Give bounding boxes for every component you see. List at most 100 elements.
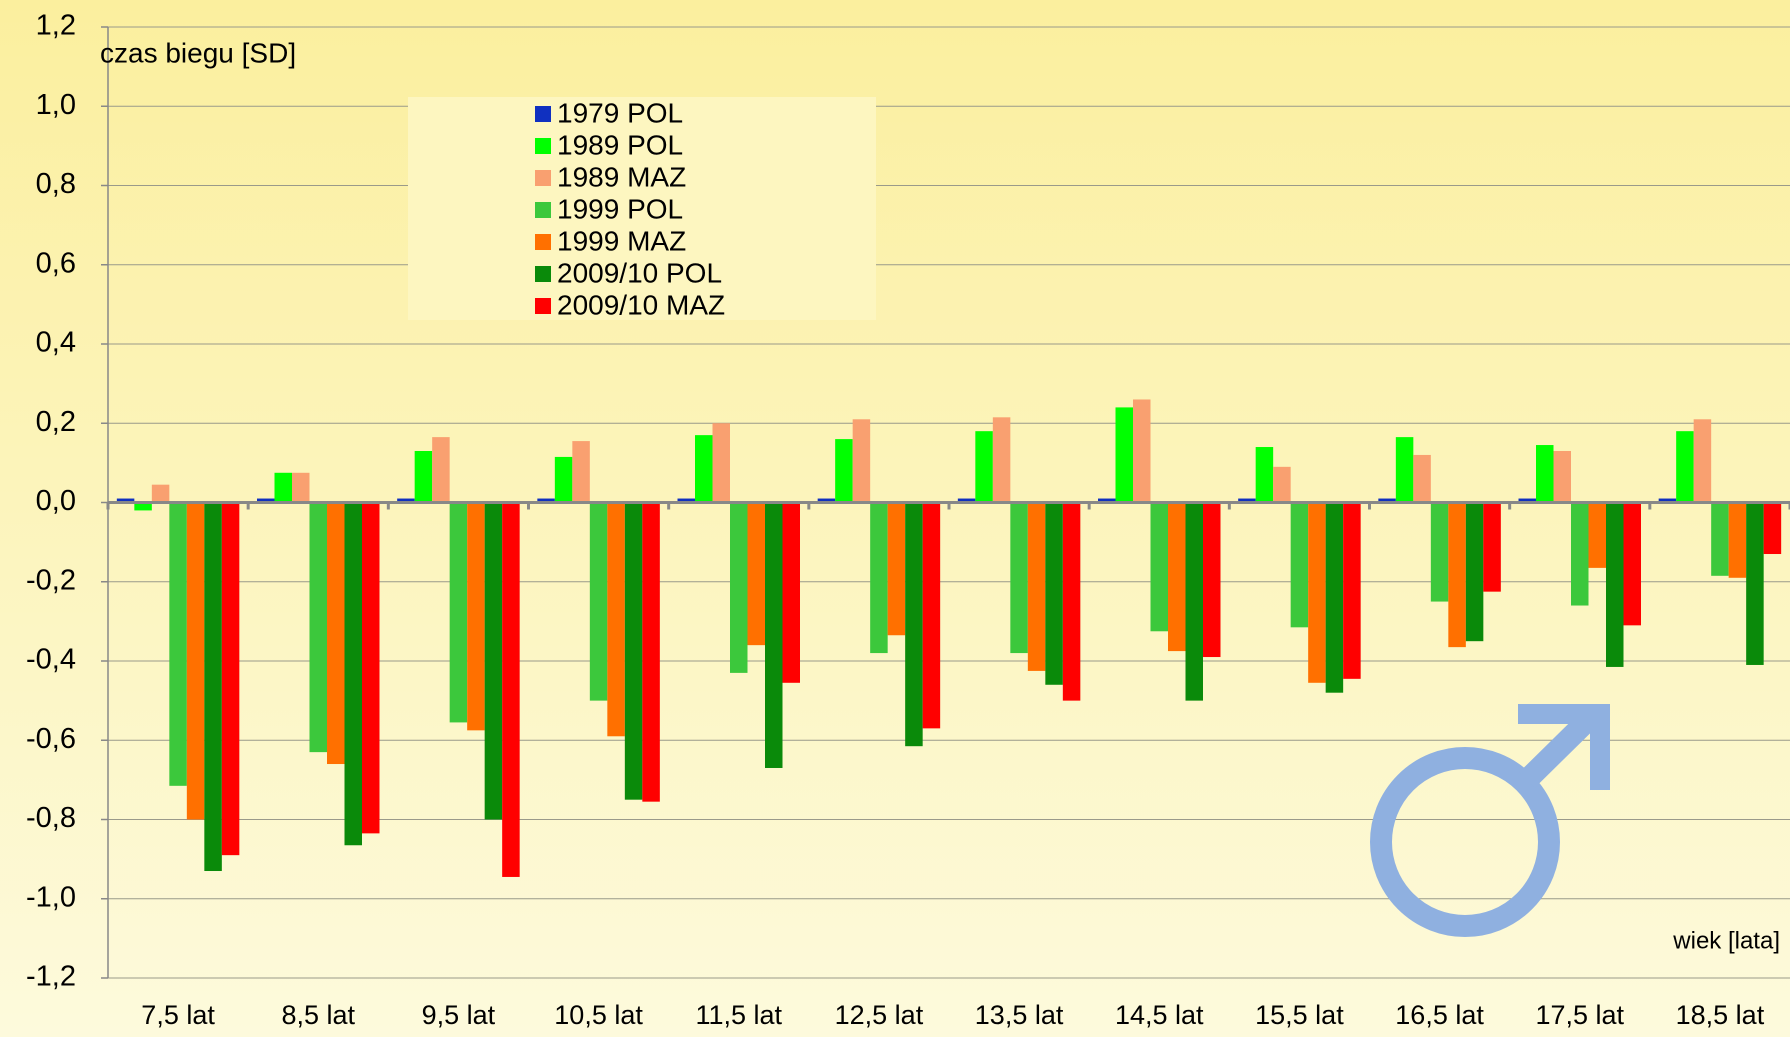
y-tick-label: 1,0 (36, 89, 76, 121)
x-tick-label: 8,5 lat (281, 1000, 355, 1030)
bar (467, 502, 485, 731)
bar (1658, 498, 1677, 503)
y-tick-label: -0,4 (26, 644, 76, 676)
y-tick-label: -1,2 (26, 961, 76, 993)
bar (1343, 502, 1361, 679)
bar (835, 439, 853, 503)
legend-label: 1989 POL (557, 129, 683, 160)
y-tick-label: 0,2 (36, 406, 76, 438)
bar (554, 456, 573, 503)
bar (1448, 502, 1466, 648)
legend-label: 1979 POL (557, 97, 683, 128)
bar (1746, 502, 1764, 665)
legend-label: 2009/10 MAZ (557, 289, 725, 320)
bar (1098, 498, 1116, 503)
bar (257, 498, 275, 503)
bar (1045, 502, 1063, 685)
bar (134, 502, 152, 511)
bars (116, 399, 1782, 877)
legend-swatch (535, 298, 551, 314)
bar (765, 502, 783, 768)
bar (905, 502, 923, 747)
bar (1115, 407, 1133, 503)
bar (1185, 502, 1203, 701)
bar (1027, 502, 1046, 671)
x-tick-label: 9,5 lat (422, 1000, 496, 1030)
bar (537, 498, 555, 503)
bar (1010, 502, 1028, 654)
bar (1553, 450, 1571, 503)
legend-label: 1999 POL (557, 193, 683, 224)
y-axis-label: czas biegu [SD] (100, 37, 296, 68)
bar (957, 498, 976, 503)
bar (922, 502, 941, 729)
bar (414, 450, 433, 503)
bar (1711, 502, 1729, 576)
y-tick-label: -0,6 (26, 723, 76, 755)
bar (677, 498, 695, 503)
x-tick-label: 14,5 lat (1115, 1000, 1204, 1030)
x-tick-label: 10,5 lat (554, 1000, 643, 1030)
bar (151, 484, 170, 503)
bar (1413, 454, 1431, 503)
bar (502, 502, 520, 877)
bar (1430, 502, 1449, 602)
bar (484, 502, 503, 820)
bar (449, 502, 468, 723)
bar (1395, 437, 1414, 503)
bar (204, 502, 222, 872)
legend-swatch (535, 106, 551, 122)
bar (1465, 502, 1484, 642)
bar (624, 502, 643, 800)
bar (695, 435, 713, 503)
bar (186, 502, 205, 820)
y-tick-label: 1,2 (36, 10, 76, 42)
legend-label: 2009/10 POL (557, 257, 722, 288)
bar (1728, 502, 1747, 578)
bar (852, 419, 871, 503)
bar (1763, 502, 1782, 555)
bar (292, 472, 310, 503)
x-tick-label: 18,5 lat (1676, 1000, 1765, 1030)
x-tick-label: 15,5 lat (1255, 1000, 1344, 1030)
bar (327, 502, 345, 765)
x-tick-label: 11,5 lat (695, 1000, 782, 1030)
y-tick-label: -1,0 (26, 881, 76, 913)
bar (169, 502, 187, 786)
bar (870, 502, 888, 654)
x-tick-label: 17,5 lat (1535, 1000, 1624, 1030)
bar (1588, 502, 1606, 568)
y-tick-label: 0,0 (36, 485, 76, 517)
bar (116, 498, 135, 503)
x-axis-label: wiek [lata] (1672, 927, 1780, 954)
bar (1168, 502, 1186, 652)
bar (817, 498, 836, 503)
bar (712, 423, 730, 503)
bar (1308, 502, 1326, 683)
bar (221, 502, 240, 856)
legend-swatch (535, 138, 551, 154)
y-tick-label: -0,8 (26, 802, 76, 834)
bar (1290, 502, 1309, 628)
bar (1623, 502, 1641, 626)
bar (1693, 419, 1712, 503)
x-tick-label: 12,5 lat (835, 1000, 924, 1030)
bar (432, 437, 450, 503)
bar (274, 472, 292, 503)
x-tick-label: 16,5 lat (1395, 1000, 1484, 1030)
y-tick-label: 0,4 (36, 327, 76, 359)
bar (309, 502, 327, 753)
bar (1606, 502, 1624, 667)
bar (1133, 399, 1151, 503)
bar (887, 502, 906, 636)
bar (1571, 502, 1589, 606)
bar (1255, 447, 1274, 503)
bar (975, 431, 993, 503)
y-tick-label: -0,2 (26, 564, 76, 596)
legend-label: 1989 MAZ (557, 161, 686, 192)
x-tick-label: 13,5 lat (975, 1000, 1064, 1030)
bar (1238, 498, 1256, 503)
bar (730, 502, 748, 673)
